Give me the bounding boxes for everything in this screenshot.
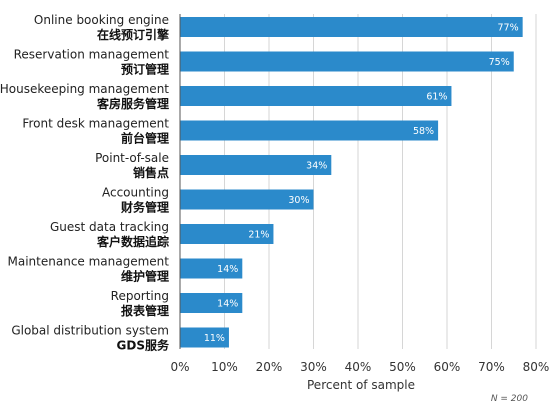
category-label-zh: 预订管理 <box>121 62 169 77</box>
bar-value-label: 21% <box>248 230 269 241</box>
category-label-en: Housekeeping management <box>0 82 169 96</box>
bar <box>180 293 243 313</box>
bar-value-label: 14% <box>217 264 238 275</box>
bar-value-label: 14% <box>217 299 238 310</box>
bar-value-label: 30% <box>288 195 309 206</box>
category-label-en: Point-of-sale <box>95 151 169 165</box>
category-label-zh: GDS服务 <box>117 338 170 353</box>
bar-value-label: 77% <box>498 23 519 34</box>
category-label-zh: 财务管理 <box>120 200 169 215</box>
bar <box>180 155 332 175</box>
x-tick-label: 40% <box>345 360 372 374</box>
category-label-zh: 客户数据追踪 <box>96 234 169 249</box>
x-tick-label: 30% <box>300 360 327 374</box>
category-label-en: Reservation management <box>14 48 170 62</box>
bar <box>180 86 452 106</box>
bar-value-label: 58% <box>413 126 434 137</box>
bar-value-label: 34% <box>306 161 327 172</box>
category-label-en: Accounting <box>102 186 169 200</box>
bar <box>180 327 229 348</box>
bar-value-label: 11% <box>204 333 225 344</box>
bars: 77% 75% 61% 58% 34% 30% 21% 14% 14% 11% <box>180 17 523 348</box>
bar <box>180 224 274 244</box>
bar <box>180 51 514 72</box>
category-label-zh: 销售点 <box>133 165 169 180</box>
category-label-en: Reporting <box>111 289 169 303</box>
category-label-en: Front desk management <box>22 117 169 131</box>
bar <box>180 258 243 279</box>
bar <box>180 120 439 141</box>
x-tick-label: 50% <box>389 360 416 374</box>
x-tick-label: 80% <box>523 360 550 374</box>
category-label-zh: 报表管理 <box>121 303 169 318</box>
category-label-en: Online booking engine <box>34 13 169 27</box>
x-tick-label: 0% <box>170 360 189 374</box>
category-label-zh: 客房服务管理 <box>96 96 169 111</box>
x-tick-label: 10% <box>211 360 238 374</box>
category-label-zh: 前台管理 <box>121 131 169 146</box>
x-tick-labels: 0% 10% 20% 30% 40% 50% 60% 70% 80% <box>170 360 549 374</box>
x-tick-label: 70% <box>478 360 505 374</box>
bar-value-label: 75% <box>489 57 510 68</box>
x-axis-title: Percent of sample <box>307 378 415 392</box>
category-label-en: Global distribution system <box>11 324 169 338</box>
bar-value-label: 61% <box>426 92 447 103</box>
category-label-en: Guest data tracking <box>50 220 169 234</box>
category-label-en: Maintenance management <box>8 255 170 269</box>
x-tick-label: 60% <box>434 360 461 374</box>
bar <box>180 189 314 210</box>
category-label-zh: 维护管理 <box>121 269 169 284</box>
x-tick-label: 20% <box>256 360 283 374</box>
category-label-zh: 在线预订引擎 <box>97 27 169 42</box>
sample-size-note: N = 200 <box>491 394 528 404</box>
bar <box>180 17 523 37</box>
